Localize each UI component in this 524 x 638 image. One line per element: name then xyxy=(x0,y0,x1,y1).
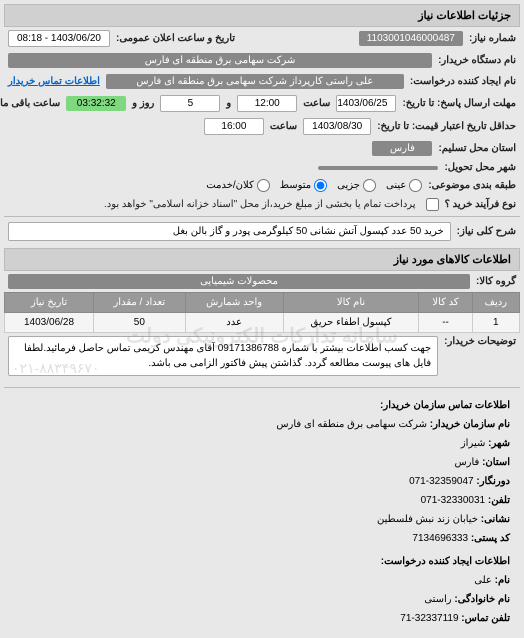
datetime-label: تاریخ و ساعت اعلان عمومی: xyxy=(116,33,235,44)
priority-label: طبقه بندی موضوعی: xyxy=(428,180,516,191)
priority-opt-2[interactable]: متوسط xyxy=(280,179,327,192)
fax-value: 32359047-071 xyxy=(409,476,474,487)
cell-0: 1 xyxy=(472,313,519,333)
province-label: استان: xyxy=(482,457,510,468)
delivery-label: حداقل تاریخ اعتبار قیمت: تا تاریخ: xyxy=(377,121,516,132)
contact-link[interactable]: اطلاعات تماس خریدار xyxy=(8,76,100,87)
desc-value: خرید 50 عدد کپسول آتش نشانی 50 کیلوگرمی … xyxy=(8,222,451,241)
number-label: شماره نیاز: xyxy=(469,33,516,44)
priority-opt-1[interactable]: جزیی xyxy=(337,179,376,192)
city-label: استان محل تسلیم: xyxy=(438,143,516,154)
process-checkbox-label: پرداخت تمام یا بخشی از مبلغ خرید،از محل … xyxy=(104,199,416,210)
col-1: کد کالا xyxy=(419,293,472,313)
desc-label: شرح کلی نیاز: xyxy=(457,226,516,237)
requester-label: نام ایجاد کننده درخواست: xyxy=(410,76,516,87)
note-label: توضیحات خریدار: xyxy=(444,336,516,347)
cell-4: 50 xyxy=(94,313,186,333)
goods-header: اطلاعات کالاهای مورد نیاز xyxy=(4,248,520,271)
page-header: جزئیات اطلاعات نیاز xyxy=(4,4,520,27)
city-value: فارس xyxy=(372,141,432,156)
group-value: محصولات شیمیایی xyxy=(8,274,470,289)
postal-label: کد پستی: xyxy=(471,533,510,544)
contact-block: اطلاعات تماس سازمان خریدار: نام سازمان خ… xyxy=(4,390,520,634)
priority-opt-1-label: جزیی xyxy=(337,180,360,191)
delivery-time: 16:00 xyxy=(204,118,264,135)
buyer-value: شرکت سهامی برق منطقه ای فارس xyxy=(8,53,432,68)
cell-1: -- xyxy=(419,313,472,333)
deadline-label: مهلت ارسال پاسخ: تا تاریخ: xyxy=(402,98,516,109)
cell-3: عدد xyxy=(185,313,283,333)
fax-label: دورنگار: xyxy=(476,476,510,487)
city2-value xyxy=(318,166,438,170)
process-label: نوع فرآیند خرید ؟ xyxy=(445,199,516,210)
col-0: ردیف xyxy=(472,293,519,313)
family-label: نام خانوادگی: xyxy=(454,594,510,605)
buyer-label: نام دستگاه خریدار: xyxy=(438,55,516,66)
phone-label: تلفن: xyxy=(488,495,510,506)
deadline-date: 1403/06/25 xyxy=(336,95,396,112)
name-value: علی xyxy=(474,575,492,586)
cell-2: کپسول اطفاء حریق xyxy=(283,313,419,333)
goods-table: ردیف کد کالا نام کالا واحد شمارش تعداد /… xyxy=(4,292,520,333)
address-value: خیابان زند نبش فلسطین xyxy=(377,514,478,525)
name-label: نام: xyxy=(495,575,510,586)
contact-city-value: شیراز xyxy=(461,438,486,449)
contact-phone-value: 32337119-71 xyxy=(400,613,458,624)
cell-5: 1403/06/28 xyxy=(5,313,94,333)
group-label: گروه کالا: xyxy=(476,276,516,287)
time-label-2: ساعت xyxy=(270,121,297,132)
col-4: تعداد / مقدار xyxy=(94,293,186,313)
deadline-time: 12:00 xyxy=(237,95,297,112)
family-value: راستی xyxy=(424,594,451,605)
days-after: روز و xyxy=(132,98,154,109)
delivery-date: 1403/08/30 xyxy=(303,118,371,135)
col-5: تاریخ نیاز xyxy=(5,293,94,313)
time-label-1: ساعت xyxy=(303,98,330,109)
process-checkbox[interactable] xyxy=(426,198,439,211)
contact-phone-label: تلفن تماس: xyxy=(461,613,510,624)
city2-label: شهر محل تحویل: xyxy=(444,162,516,173)
priority-opt-0[interactable]: عینی xyxy=(386,179,422,192)
org-label: نام سازمان خریدار: xyxy=(430,419,510,430)
col-3: واحد شمارش xyxy=(185,293,283,313)
org-value: شرکت سهامی برق منطقه ای فارس xyxy=(276,419,427,430)
remaining-time: 03:32:32 xyxy=(66,96,126,111)
contact-city-label: شهر: xyxy=(488,438,510,449)
contact-header: اطلاعات تماس سازمان خریدار: xyxy=(380,400,510,411)
days-value: 5 xyxy=(160,95,220,112)
address-label: نشانی: xyxy=(481,514,510,525)
col-2: نام کالا xyxy=(283,293,419,313)
province-value: فارس xyxy=(454,457,479,468)
priority-opt-3-label: کلان/خدمت xyxy=(206,180,253,191)
priority-radio-group: عینی جزیی متوسط کلان/خدمت xyxy=(206,179,422,192)
creator-header: اطلاعات ایجاد کننده درخواست: xyxy=(381,556,510,567)
requester-value: علی راستی کارپرداز شرکت سهامی برق منطقه … xyxy=(106,74,404,89)
priority-opt-3[interactable]: کلان/خدمت xyxy=(206,179,269,192)
remaining-after: ساعت باقی مانده xyxy=(0,98,60,109)
number-value: 1103001046000487 xyxy=(359,31,463,46)
phone-value: 32330031-071 xyxy=(421,495,486,506)
postal-value: 7134696333 xyxy=(412,533,468,544)
priority-opt-0-label: عینی xyxy=(386,180,406,191)
table-row: 1 -- کپسول اطفاء حریق عدد 50 1403/06/28 xyxy=(5,313,520,333)
note-value: جهت کسب اطلاعات بیشتر با شماره 091713867… xyxy=(8,336,438,376)
days-and: و xyxy=(226,98,231,109)
datetime-value: 1403/06/20 - 08:18 xyxy=(8,30,110,47)
priority-opt-2-label: متوسط xyxy=(280,180,311,191)
